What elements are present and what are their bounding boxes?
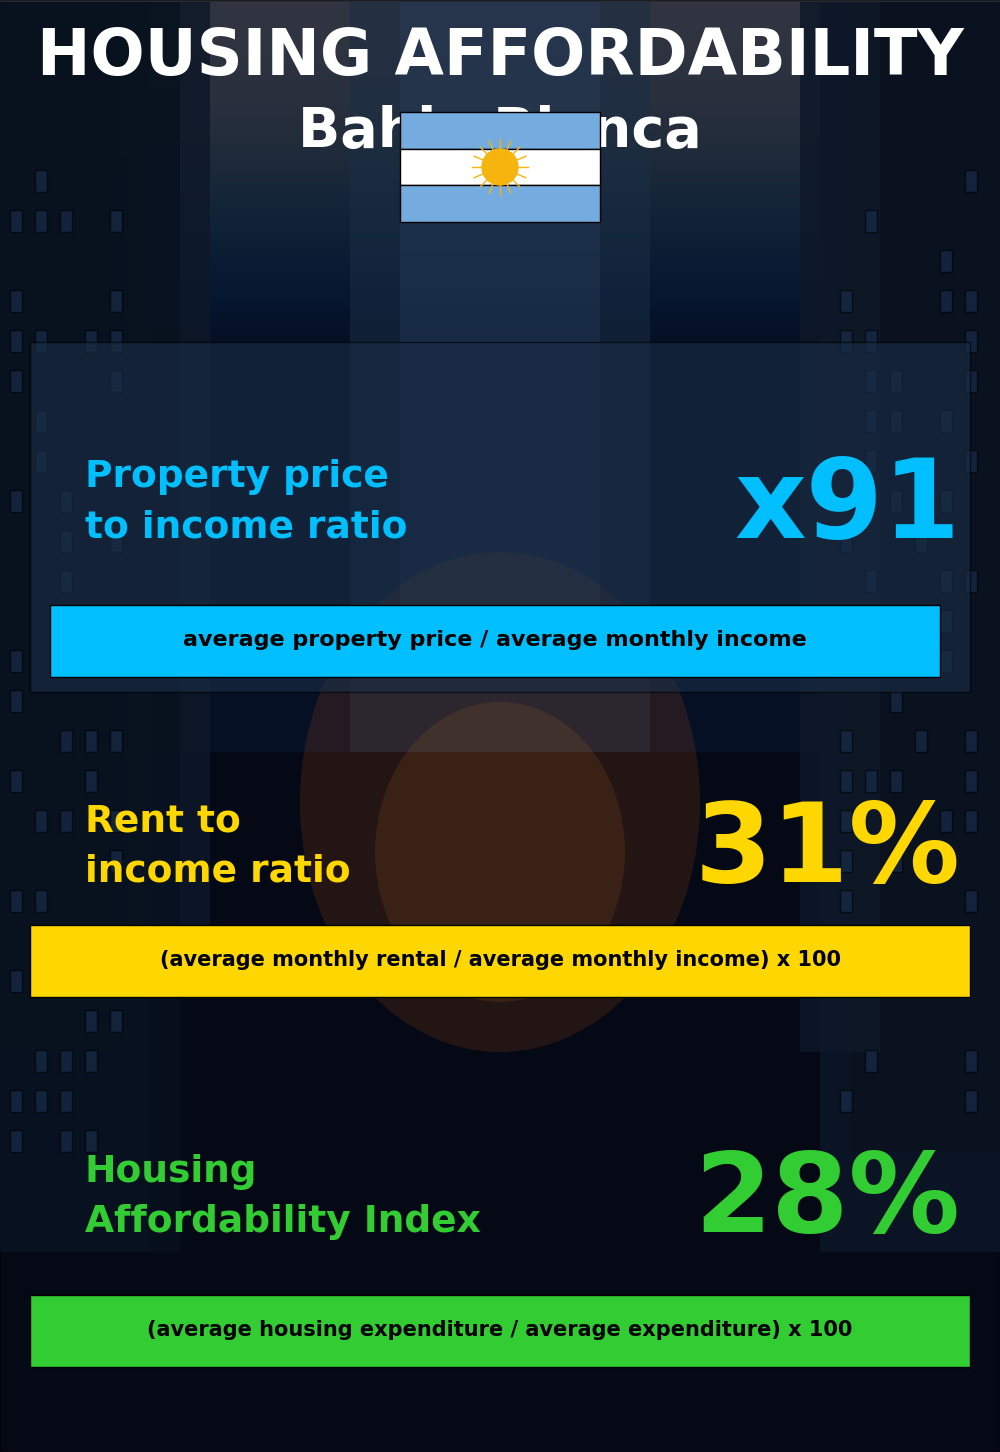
- Circle shape: [482, 150, 518, 184]
- FancyBboxPatch shape: [840, 770, 852, 791]
- FancyBboxPatch shape: [890, 849, 902, 873]
- FancyBboxPatch shape: [110, 330, 122, 351]
- FancyBboxPatch shape: [110, 810, 122, 832]
- FancyBboxPatch shape: [965, 370, 977, 392]
- FancyBboxPatch shape: [400, 148, 600, 186]
- FancyBboxPatch shape: [85, 730, 97, 752]
- FancyBboxPatch shape: [35, 890, 47, 912]
- FancyBboxPatch shape: [10, 211, 22, 232]
- FancyBboxPatch shape: [840, 849, 852, 873]
- FancyBboxPatch shape: [865, 450, 877, 472]
- FancyBboxPatch shape: [30, 343, 970, 693]
- FancyBboxPatch shape: [60, 1130, 72, 1151]
- FancyBboxPatch shape: [60, 571, 72, 592]
- FancyBboxPatch shape: [865, 571, 877, 592]
- FancyBboxPatch shape: [940, 571, 952, 592]
- FancyBboxPatch shape: [85, 1011, 97, 1032]
- FancyBboxPatch shape: [965, 450, 977, 472]
- FancyBboxPatch shape: [85, 650, 97, 672]
- FancyBboxPatch shape: [10, 330, 22, 351]
- FancyBboxPatch shape: [965, 330, 977, 351]
- FancyBboxPatch shape: [915, 730, 927, 752]
- FancyBboxPatch shape: [60, 489, 72, 513]
- FancyBboxPatch shape: [890, 370, 902, 392]
- FancyBboxPatch shape: [110, 370, 122, 392]
- Ellipse shape: [375, 701, 625, 1002]
- FancyBboxPatch shape: [85, 970, 97, 992]
- FancyBboxPatch shape: [85, 1130, 97, 1151]
- FancyBboxPatch shape: [965, 571, 977, 592]
- Text: Property price
to income ratio: Property price to income ratio: [85, 459, 408, 544]
- FancyBboxPatch shape: [10, 489, 22, 513]
- FancyBboxPatch shape: [35, 450, 47, 472]
- FancyBboxPatch shape: [965, 810, 977, 832]
- Text: 31%: 31%: [694, 799, 960, 906]
- FancyBboxPatch shape: [820, 1, 1000, 1252]
- FancyBboxPatch shape: [60, 970, 72, 992]
- FancyBboxPatch shape: [840, 929, 852, 953]
- FancyBboxPatch shape: [10, 970, 22, 992]
- FancyBboxPatch shape: [10, 1130, 22, 1151]
- Text: (average monthly rental / average monthly income) x 100: (average monthly rental / average monthl…: [160, 950, 840, 970]
- FancyBboxPatch shape: [50, 605, 940, 677]
- FancyBboxPatch shape: [940, 290, 952, 312]
- FancyBboxPatch shape: [110, 970, 122, 992]
- FancyBboxPatch shape: [10, 1090, 22, 1112]
- FancyBboxPatch shape: [840, 810, 852, 832]
- FancyBboxPatch shape: [35, 211, 47, 232]
- FancyBboxPatch shape: [940, 810, 952, 832]
- FancyBboxPatch shape: [110, 290, 122, 312]
- FancyBboxPatch shape: [85, 1050, 97, 1072]
- FancyBboxPatch shape: [965, 770, 977, 791]
- FancyBboxPatch shape: [940, 489, 952, 513]
- FancyBboxPatch shape: [840, 530, 852, 552]
- FancyBboxPatch shape: [0, 1, 150, 1252]
- FancyBboxPatch shape: [35, 1050, 47, 1072]
- FancyBboxPatch shape: [400, 186, 600, 222]
- FancyBboxPatch shape: [840, 290, 852, 312]
- FancyBboxPatch shape: [35, 170, 47, 192]
- FancyBboxPatch shape: [890, 489, 902, 513]
- FancyBboxPatch shape: [865, 1050, 877, 1072]
- FancyBboxPatch shape: [940, 650, 952, 672]
- FancyBboxPatch shape: [940, 610, 952, 632]
- FancyBboxPatch shape: [30, 925, 970, 998]
- FancyBboxPatch shape: [35, 330, 47, 351]
- FancyBboxPatch shape: [865, 970, 877, 992]
- Text: (average housing expenditure / average expenditure) x 100: (average housing expenditure / average e…: [147, 1320, 853, 1340]
- Text: Rent to
income ratio: Rent to income ratio: [85, 804, 351, 890]
- FancyBboxPatch shape: [35, 409, 47, 433]
- FancyBboxPatch shape: [400, 1, 600, 652]
- FancyBboxPatch shape: [965, 730, 977, 752]
- Ellipse shape: [300, 552, 700, 1053]
- FancyBboxPatch shape: [85, 330, 97, 351]
- FancyBboxPatch shape: [60, 1050, 72, 1072]
- FancyBboxPatch shape: [10, 370, 22, 392]
- Text: HOUSING AFFORDABILITY: HOUSING AFFORDABILITY: [37, 26, 963, 89]
- FancyBboxPatch shape: [940, 409, 952, 433]
- Text: Housing
Affordability Index: Housing Affordability Index: [85, 1154, 481, 1240]
- FancyBboxPatch shape: [865, 211, 877, 232]
- FancyBboxPatch shape: [890, 929, 902, 953]
- FancyBboxPatch shape: [865, 409, 877, 433]
- FancyBboxPatch shape: [965, 1090, 977, 1112]
- FancyBboxPatch shape: [965, 890, 977, 912]
- FancyBboxPatch shape: [110, 730, 122, 752]
- FancyBboxPatch shape: [400, 112, 600, 148]
- FancyBboxPatch shape: [865, 330, 877, 351]
- FancyBboxPatch shape: [940, 929, 952, 953]
- Text: x91: x91: [734, 453, 960, 560]
- FancyBboxPatch shape: [865, 770, 877, 791]
- FancyBboxPatch shape: [110, 1011, 122, 1032]
- FancyBboxPatch shape: [840, 650, 852, 672]
- FancyBboxPatch shape: [890, 409, 902, 433]
- FancyBboxPatch shape: [840, 730, 852, 752]
- FancyBboxPatch shape: [60, 211, 72, 232]
- FancyBboxPatch shape: [35, 1090, 47, 1112]
- FancyBboxPatch shape: [10, 290, 22, 312]
- FancyBboxPatch shape: [940, 250, 952, 272]
- FancyBboxPatch shape: [915, 650, 927, 672]
- FancyBboxPatch shape: [890, 690, 902, 711]
- FancyBboxPatch shape: [915, 929, 927, 953]
